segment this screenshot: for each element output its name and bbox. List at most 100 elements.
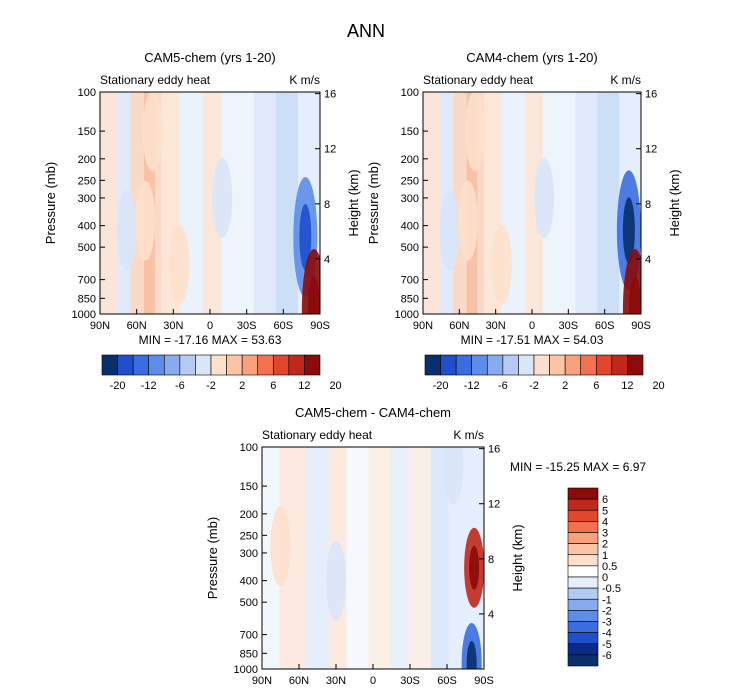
contour-band: [597, 92, 620, 314]
colorbar-box: [567, 521, 599, 533]
x-tick-label: 30N: [163, 320, 183, 332]
x-tick-label: 60S: [437, 675, 457, 687]
colorbar-box: [611, 354, 628, 376]
colorbar-label: -2: [529, 380, 539, 392]
y-tick-label: 400: [401, 221, 419, 233]
contour-core: [628, 276, 641, 314]
colorbar-label: 6: [602, 494, 608, 506]
y-tick-label: 850: [78, 293, 96, 305]
colorbar-box: [518, 354, 535, 376]
colorbar-label: -6: [498, 380, 508, 392]
y2-tick-label: 4: [645, 254, 651, 266]
y-tick-label: 300: [401, 193, 419, 205]
colorbar-box: [567, 598, 599, 611]
colorbar-box: [486, 354, 504, 376]
y2-axis-label: Height (km): [346, 169, 361, 236]
colorbar-box: [210, 354, 227, 376]
colorbar-box: [424, 354, 441, 376]
contour-feature: [270, 506, 291, 587]
x-tick-label: 30S: [559, 320, 579, 332]
panel-subtitle: Stationary eddy heat: [100, 73, 211, 87]
contour-feature: [116, 190, 137, 271]
contour-field: [100, 92, 320, 314]
x-tick-label: 0: [370, 675, 376, 687]
x-tick-label: 30N: [326, 675, 346, 687]
contour-core: [466, 641, 477, 669]
panel-units: K m/s: [610, 73, 641, 87]
x-tick-label: 90N: [90, 320, 110, 332]
colorbar-label: -12: [464, 380, 480, 392]
y2-tick-label: 8: [324, 199, 330, 211]
min-max-label: MIN = -15.25 MAX = 6.97: [510, 460, 646, 474]
colorbar-label: 12: [621, 380, 633, 392]
colorbar-box: [304, 354, 321, 376]
colorbar-box: [627, 354, 644, 376]
contour-band: [100, 92, 118, 314]
min-max-label: MIN = -17.16 MAX = 53.63: [139, 333, 282, 347]
panel-units: K m/s: [453, 428, 484, 442]
panel-units: K m/s: [289, 73, 320, 87]
colorbar: -20 -12 -6 -2 2 6 12 20: [424, 354, 665, 392]
y-tick-label: 200: [401, 154, 419, 166]
y2-tick-label: 12: [324, 144, 336, 156]
colorbar-label: -3: [602, 617, 612, 629]
y-tick-label: 500: [78, 242, 96, 254]
contour-core: [299, 204, 312, 271]
colorbar-box: [101, 354, 118, 376]
contour-band: [368, 447, 391, 669]
colorbar-box: [471, 354, 488, 376]
contour-band: [276, 92, 298, 314]
colorbar-box: [440, 354, 457, 376]
contour-band: [525, 92, 543, 314]
contour-band: [408, 447, 431, 669]
y-tick-label: 300: [240, 548, 258, 560]
contour-band: [575, 92, 598, 314]
colorbar-box: [272, 354, 290, 376]
colorbar-box: [567, 487, 599, 500]
colorbar-box: [567, 509, 599, 522]
colorbar-box: [567, 621, 599, 633]
contour-feature: [534, 157, 555, 238]
colorbar-box: [567, 643, 599, 656]
y-axis-label: Pressure (mb): [43, 162, 58, 244]
y2-tick-label: 16: [488, 444, 500, 456]
x-tick-label: 30N: [486, 320, 506, 332]
x-tick-label: 90S: [474, 675, 494, 687]
colorbar-label: -0.5: [602, 583, 621, 595]
colorbar-label: -2: [206, 380, 216, 392]
contour-band: [346, 447, 369, 669]
colorbar-label: 6: [270, 380, 276, 392]
y-tick-label: 850: [240, 648, 258, 660]
x-tick-label: 60S: [595, 320, 615, 332]
y-tick-label: 250: [240, 530, 258, 542]
y-tick-label: 1000: [72, 309, 96, 321]
colorbar-label: 20: [652, 380, 664, 392]
colorbar-label: -2: [602, 605, 612, 617]
panel-subtitle: Stationary eddy heat: [423, 73, 534, 87]
colorbar-label: 6: [593, 380, 599, 392]
colorbar-box: [567, 610, 599, 622]
colorbar-box: [288, 354, 305, 376]
colorbar-box: [567, 543, 599, 556]
min-max-label: MIN = -17.51 MAX = 54.03: [461, 333, 604, 347]
y2-tick-label: 4: [488, 609, 494, 621]
chart-panel: CAM5-chem (yrs 1-20) Stationary eddy heat…: [43, 50, 361, 392]
y2-axis-label: Height (km): [510, 524, 525, 591]
colorbar-box: [241, 354, 259, 376]
contour-feature: [135, 180, 156, 261]
y-tick-label: 150: [401, 126, 419, 138]
contour-field: [262, 447, 484, 669]
colorbar-box: [132, 354, 150, 376]
contour-feature: [142, 92, 163, 172]
colorbar-label: 0.5: [602, 561, 617, 573]
colorbar-box: [567, 498, 599, 511]
colorbar-box: [163, 354, 181, 376]
x-tick-label: 60N: [289, 675, 309, 687]
figure-title: ANN: [347, 21, 385, 41]
x-tick-label: 90N: [252, 675, 272, 687]
x-tick-label: 90N: [413, 320, 433, 332]
colorbar-box: [148, 354, 165, 376]
colorbar-box: [533, 354, 550, 376]
contour-band: [306, 447, 329, 669]
panel-title: CAM4-chem (yrs 1-20): [466, 50, 597, 65]
